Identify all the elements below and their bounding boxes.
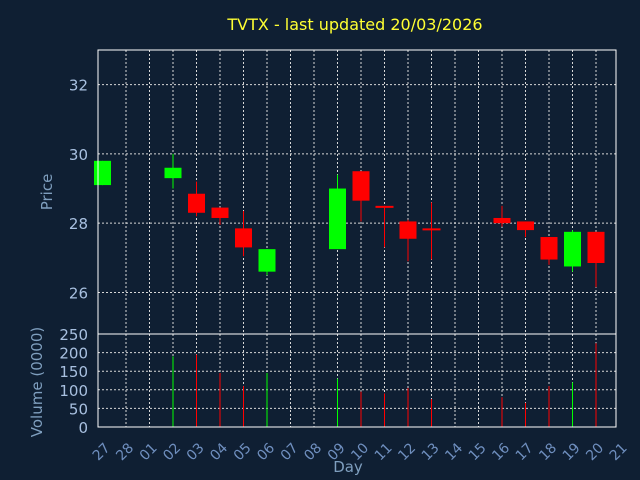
volume-tick-label: 0 (78, 419, 88, 437)
price-tick-label: 28 (69, 215, 88, 233)
candle-body (540, 237, 558, 260)
price-axis: 26 28 30 32 (69, 77, 88, 303)
x-tick-label: 27 (90, 440, 114, 464)
price-tick-label: 26 (69, 284, 88, 302)
x-tick-label: 02 (160, 440, 184, 464)
candle-body (329, 188, 346, 250)
volume-grid (98, 333, 616, 428)
candle-body (94, 160, 111, 186)
volume-tick-label: 50 (69, 400, 88, 418)
candle-body (399, 221, 417, 239)
volume-plot-frame (97, 333, 617, 428)
volume-tick-label: 100 (59, 382, 88, 400)
volume-tick-label: 150 (59, 363, 88, 381)
x-tick-label: 07 (278, 440, 302, 464)
x-tick-label: 08 (301, 440, 325, 464)
x-tick-label: 16 (489, 440, 513, 464)
x-tick-label: 13 (419, 440, 443, 464)
x-tick-label: 28 (113, 440, 137, 464)
candle-body (188, 193, 205, 213)
x-tick-label: 01 (137, 440, 161, 464)
x-tick-label: 18 (536, 440, 560, 464)
volume-tick-label: 250 (59, 326, 88, 344)
candle-body (211, 207, 229, 218)
x-tick-label: 15 (466, 440, 490, 464)
candle-body (375, 205, 394, 208)
x-tick-label: 19 (560, 440, 584, 464)
x-tick-label: 04 (207, 440, 231, 464)
x-tick-label: 06 (254, 440, 278, 464)
candle-body (258, 249, 276, 272)
x-tick-label: 17 (513, 440, 537, 464)
x-tick-label: 20 (583, 440, 607, 464)
volume-axis-label: Volume (0000) (28, 327, 46, 437)
volume-bars (172, 343, 597, 427)
candle-body (493, 217, 511, 224)
price-axis-label: Price (38, 174, 56, 211)
price-tick-label: 30 (69, 146, 88, 164)
volume-tick-label: 200 (59, 345, 88, 363)
x-axis-label: Day (333, 458, 363, 476)
candle-body (587, 231, 605, 263)
chart-title: TVTX - last updated 20/03/2026 (226, 15, 482, 34)
candle-body (164, 167, 182, 179)
candle-body (564, 231, 581, 267)
candles (94, 153, 605, 288)
x-tick-label: 05 (231, 440, 255, 464)
candle-body (517, 221, 534, 231)
candle-body (422, 228, 441, 231)
x-tick-label: 14 (442, 440, 466, 464)
price-tick-label: 32 (69, 77, 88, 95)
candle-body (352, 171, 370, 201)
x-tick-label: 12 (395, 440, 419, 464)
x-tick-label: 03 (184, 440, 208, 464)
x-tick-label: 21 (607, 440, 631, 464)
candle-body (235, 228, 252, 248)
x-tick-label: 11 (372, 440, 396, 464)
